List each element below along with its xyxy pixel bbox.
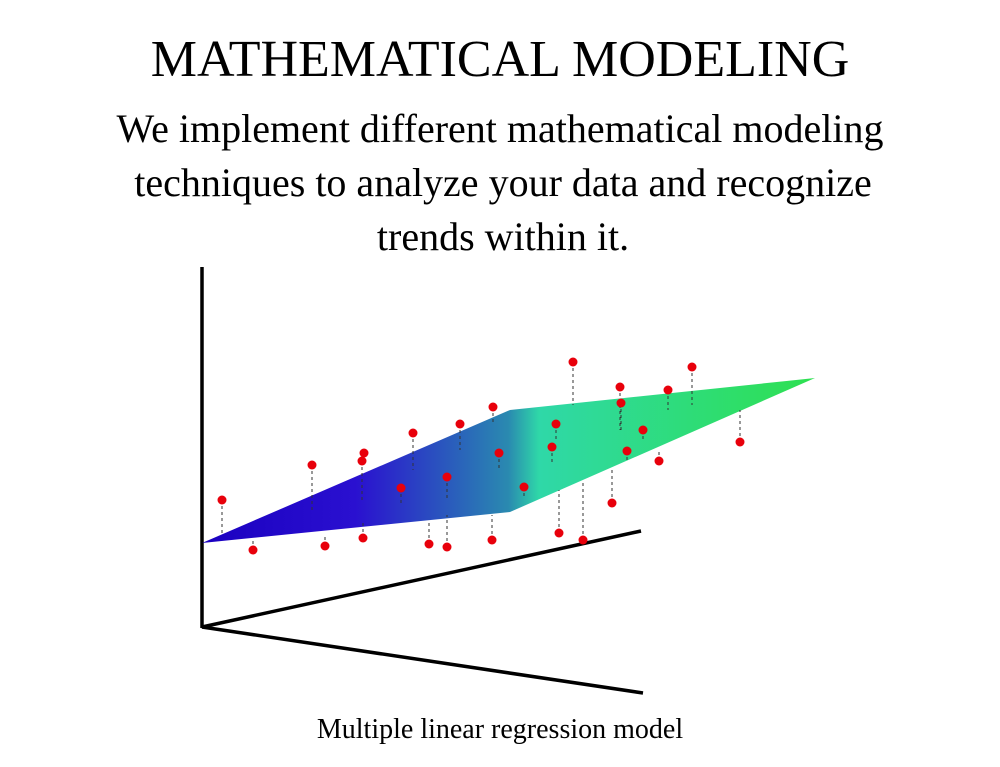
data-point [442,472,452,482]
regression-plane [202,378,815,543]
title: MATHEMATICAL MODELING [151,31,850,88]
description-line: We implement different mathematical mode… [117,106,884,151]
data-point [519,482,529,492]
data-points [217,357,745,555]
data-point [622,446,632,456]
data-point [607,498,617,508]
data-point [735,437,745,447]
data-point [396,483,406,493]
data-point [663,385,673,395]
data-point [687,362,697,372]
data-point [442,542,452,552]
regression-illustration [200,267,815,695]
description-line: techniques to analyze your data and reco… [134,160,871,205]
data-point [547,442,557,452]
data-point [568,357,578,367]
data-point [217,495,227,505]
description-line: trends within it. [377,214,629,259]
data-point [615,382,625,392]
data-point [494,448,504,458]
data-point [551,419,561,429]
data-point [487,535,497,545]
data-point [359,448,369,458]
data-point [320,541,330,551]
x-axis [201,529,642,629]
data-point [408,428,418,438]
data-point [488,402,498,412]
data-point [248,545,258,555]
data-point [307,460,317,470]
data-point [424,539,434,549]
data-point [358,533,368,543]
data-point [357,456,367,466]
data-point [455,419,465,429]
caption: Multiple linear regression model [317,714,683,745]
data-point [578,535,588,545]
data-point [638,425,648,435]
data-point [654,456,664,466]
data-point [554,528,564,538]
y-axis [201,625,644,695]
data-point [616,398,626,408]
